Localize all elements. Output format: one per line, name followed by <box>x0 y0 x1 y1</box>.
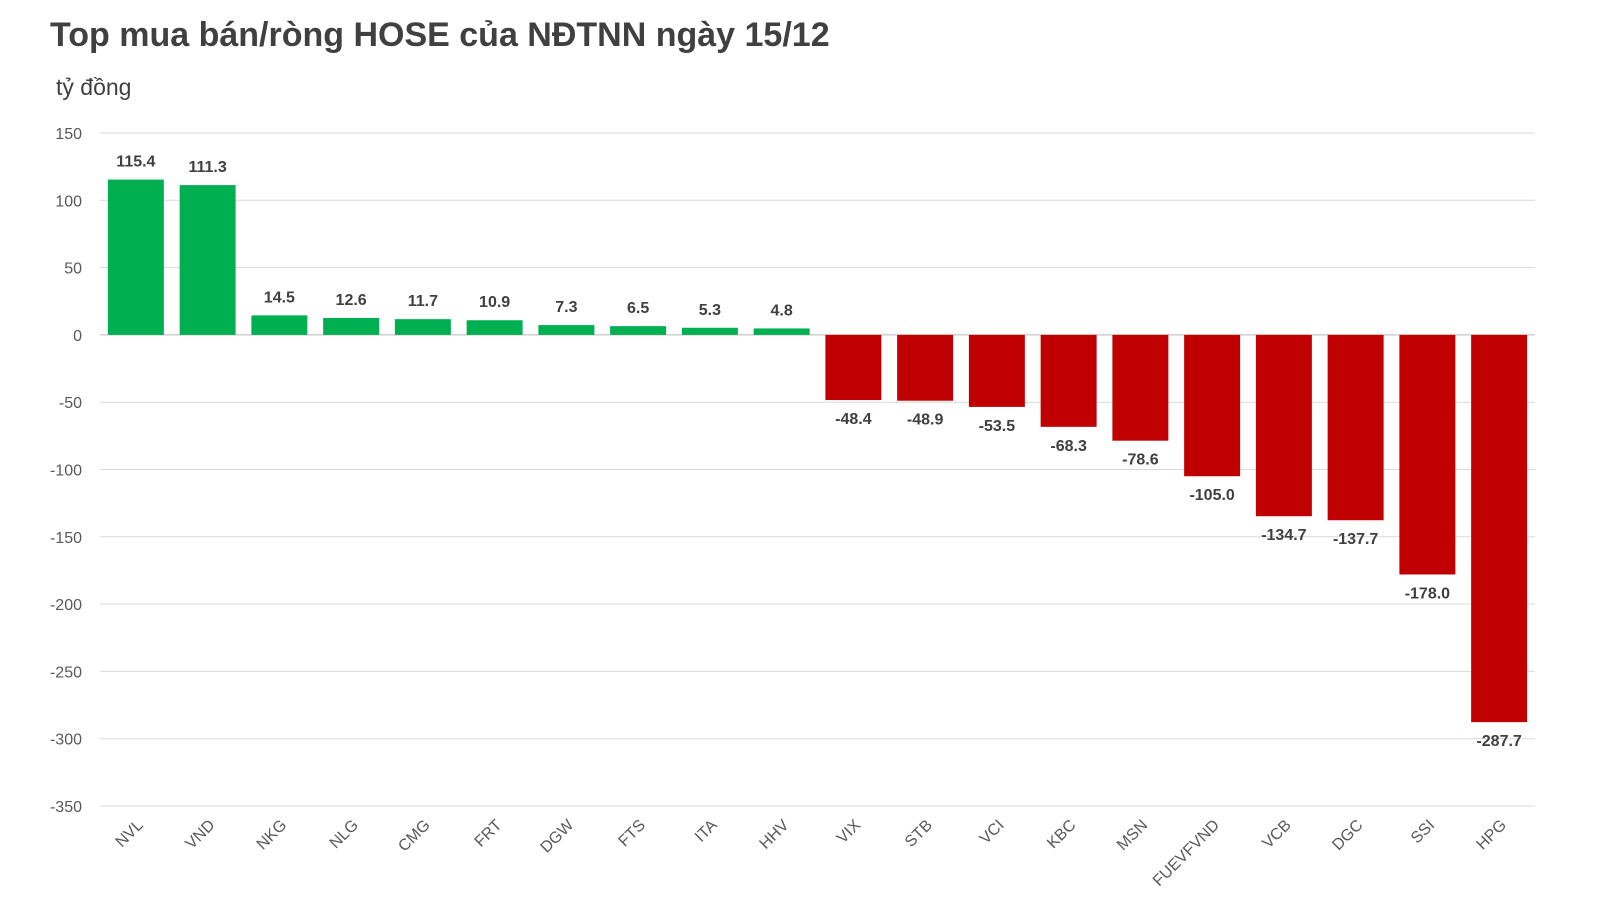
y-tick-label: -300 <box>50 732 82 749</box>
x-tick-label: KBC <box>1044 817 1079 852</box>
bar-vcb <box>1255 334 1312 517</box>
bar-kbc <box>1040 334 1097 427</box>
x-tick-label: FUEVFVND <box>1150 817 1223 890</box>
bar-dgc <box>1327 334 1384 521</box>
x-tick-label: NVL <box>113 817 147 851</box>
bar-fts <box>610 326 667 335</box>
data-label: 6.5 <box>627 300 649 317</box>
data-label: 7.3 <box>555 299 577 316</box>
data-label: -287.7 <box>1476 733 1521 750</box>
data-label: 14.5 <box>264 289 295 306</box>
data-label: -134.7 <box>1261 527 1306 544</box>
x-tick-label: SSI <box>1408 817 1438 847</box>
x-tick-label: NLG <box>327 817 362 852</box>
x-tick-label: VCB <box>1259 817 1294 852</box>
x-tick-label: MSN <box>1114 817 1151 854</box>
bar-nlg <box>323 317 380 335</box>
bar-dgw <box>538 325 595 335</box>
data-label: 4.8 <box>771 302 793 319</box>
bar-nkg <box>251 315 308 335</box>
bar-nvl <box>107 179 164 335</box>
data-label: 115.4 <box>116 154 155 171</box>
x-tick-label: FRT <box>472 817 506 851</box>
bar-cmg <box>394 319 451 335</box>
data-label: 10.9 <box>479 294 510 311</box>
x-tick-label: FTS <box>616 817 649 850</box>
y-tick-label: -250 <box>50 664 82 681</box>
data-label: -137.7 <box>1333 531 1378 548</box>
bar-vnd <box>179 185 236 335</box>
x-tick-label: STB <box>902 817 936 851</box>
y-tick-label: -350 <box>50 799 82 816</box>
x-tick-label: HPG <box>1473 817 1510 854</box>
data-label: -178.0 <box>1405 585 1450 602</box>
y-tick-label: -150 <box>50 530 82 547</box>
bar-ssi <box>1399 334 1456 575</box>
data-label: -105.0 <box>1189 487 1234 504</box>
y-tick-label: -200 <box>50 597 82 614</box>
bar-ita <box>681 327 738 335</box>
x-tick-label: DGC <box>1329 817 1366 854</box>
data-label: -53.5 <box>979 418 1016 435</box>
data-label: 111.3 <box>188 159 226 176</box>
data-label: -68.3 <box>1050 438 1087 455</box>
chart-title: Top mua bán/ròng HOSE của NĐTNN ngày 15/… <box>50 16 830 54</box>
data-label: 11.7 <box>408 293 438 310</box>
data-label: -78.6 <box>1122 452 1159 469</box>
y-tick-label: 150 <box>55 126 82 143</box>
x-tick-label: VCI <box>977 817 1008 848</box>
y-tick-label: 0 <box>73 328 82 345</box>
bar-vci <box>968 334 1025 407</box>
x-tick-label: HHV <box>757 817 793 853</box>
x-tick-label: ITA <box>692 817 721 846</box>
y-tick-label: 100 <box>55 193 82 210</box>
bar-hpg <box>1471 334 1528 723</box>
y-tick-label: -100 <box>50 463 82 480</box>
y-tick-label: -50 <box>59 395 82 412</box>
x-tick-label: DGW <box>538 816 578 856</box>
bar-frt <box>466 320 523 335</box>
x-tick-label: VIX <box>834 817 864 847</box>
x-tick-label: NKG <box>254 817 291 854</box>
bar-hhv <box>753 328 810 335</box>
data-label: -48.9 <box>907 412 944 429</box>
bar-vix <box>825 334 882 401</box>
data-label: -48.4 <box>835 411 872 428</box>
data-label: 12.6 <box>336 292 367 309</box>
x-tick-label: VND <box>183 817 219 853</box>
bar-stb <box>897 334 954 401</box>
y-axis-unit-label: tỷ đồng <box>56 74 132 100</box>
data-label: 5.3 <box>699 302 721 319</box>
bar-fuevfvnd <box>1184 334 1241 477</box>
x-tick-label: CMG <box>395 817 433 855</box>
y-tick-label: 50 <box>64 261 82 278</box>
bar-msn <box>1112 334 1169 441</box>
